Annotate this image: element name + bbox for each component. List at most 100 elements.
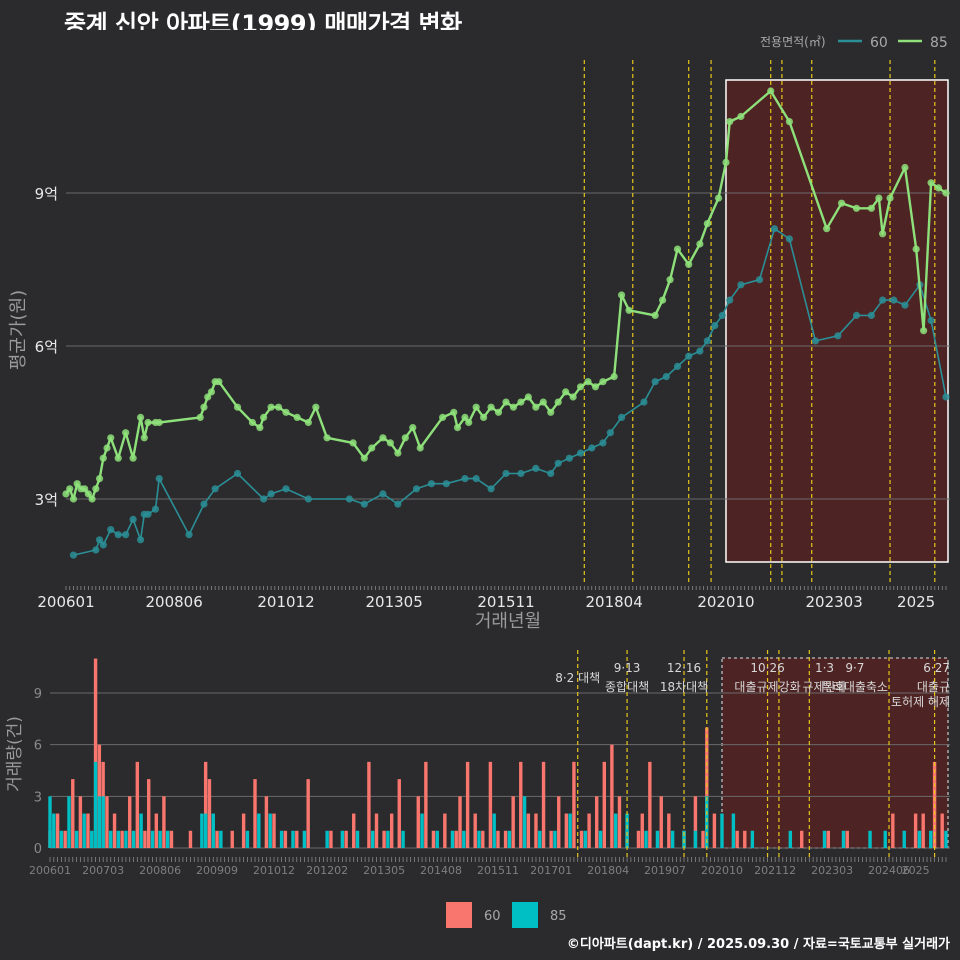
data-point-85 xyxy=(610,373,618,381)
x-axis-label: 거래년월 xyxy=(475,611,541,632)
data-point-85 xyxy=(547,408,555,416)
bar-60 xyxy=(465,761,470,848)
data-point-60 xyxy=(412,485,421,493)
bar-60 xyxy=(526,813,531,848)
bar-60 xyxy=(154,813,159,848)
data-point-60 xyxy=(69,551,78,559)
data-point-85 xyxy=(84,490,92,498)
annotation-text: 6·27 xyxy=(923,661,950,675)
data-point-60 xyxy=(461,475,469,483)
bar-60 xyxy=(135,761,140,848)
data-point-60 xyxy=(890,296,898,304)
data-point-85 xyxy=(722,158,730,166)
data-point-85 xyxy=(576,383,585,391)
data-point-60 xyxy=(547,469,555,478)
bar-60 xyxy=(503,830,508,848)
bar-85 xyxy=(883,830,887,848)
bar-85 xyxy=(917,830,922,848)
bar-85 xyxy=(150,830,155,848)
bar-85 xyxy=(200,813,204,848)
legend-swatch-60 xyxy=(446,902,472,928)
bar-85 xyxy=(902,830,906,848)
bar-60 xyxy=(595,796,599,848)
bar-85 xyxy=(48,796,52,848)
bar-85 xyxy=(158,830,162,848)
data-point-60 xyxy=(144,510,152,518)
bar-85 xyxy=(655,830,660,848)
data-point-85 xyxy=(666,276,674,284)
data-point-85 xyxy=(196,413,204,421)
legend-label-60: 60 xyxy=(870,35,888,51)
annotation-text: 규제완화 xyxy=(802,680,846,694)
bar-85 xyxy=(124,830,128,848)
bar-60 xyxy=(826,830,830,848)
bar-60 xyxy=(78,796,83,848)
data-point-85 xyxy=(260,413,268,421)
bar-85 xyxy=(450,830,455,848)
bar-60 xyxy=(640,813,644,848)
data-point-85 xyxy=(200,403,208,411)
bar-85 xyxy=(462,830,466,848)
data-point-60 xyxy=(703,337,711,345)
bar-85 xyxy=(477,830,481,848)
x-tick-label: 201305 xyxy=(363,864,405,877)
bar-85 xyxy=(731,813,736,848)
data-point-60 xyxy=(155,475,163,483)
volume-chart: 0 3 6 9 8·2 대책 9·13 종합대책 12·16 18차대책 10·26 대출규제강화 1… xyxy=(5,650,950,928)
data-point-60 xyxy=(640,398,648,406)
volume-legend: 60 85 xyxy=(446,902,567,928)
bar-60 xyxy=(272,813,276,848)
y-axis-label: 평균가(원) xyxy=(8,290,29,370)
data-point-85 xyxy=(673,245,682,253)
data-point-85 xyxy=(204,393,212,401)
bar-60 xyxy=(636,830,641,848)
data-point-85 xyxy=(942,189,950,197)
bar-85 xyxy=(59,830,64,848)
annotation-text: 18차대책 xyxy=(660,679,708,694)
bar-60 xyxy=(481,830,485,848)
annotation-text: 1·3 xyxy=(815,661,834,675)
data-point-85 xyxy=(562,388,570,396)
x-tick-label: 201701 xyxy=(530,864,572,877)
bar-60 xyxy=(454,830,458,848)
data-point-85 xyxy=(509,403,518,411)
data-point-85 xyxy=(256,424,264,432)
data-point-60 xyxy=(878,296,887,304)
x-tick-label: 202010 xyxy=(701,864,743,877)
data-point-60 xyxy=(565,454,573,462)
data-point-60 xyxy=(785,235,793,243)
bar-85 xyxy=(613,813,618,848)
bar-85 xyxy=(929,830,933,848)
bar-60 xyxy=(648,761,652,848)
bar-60 xyxy=(424,761,428,848)
bar-60 xyxy=(389,813,394,848)
bar-60 xyxy=(921,813,925,848)
bar-60 xyxy=(162,796,166,848)
bar-85 xyxy=(325,830,329,848)
annotation-text: 대출규 xyxy=(917,680,950,694)
bar-85 xyxy=(93,761,98,848)
bar-60 xyxy=(120,830,124,848)
data-point-60 xyxy=(901,301,909,309)
data-point-60 xyxy=(942,393,950,401)
data-point-85 xyxy=(416,444,424,452)
data-point-60 xyxy=(737,281,745,289)
x-tick-label: 201804 xyxy=(585,593,642,611)
legend-label-85: 85 xyxy=(930,35,948,51)
bar-60 xyxy=(188,830,193,848)
bar-60 xyxy=(55,813,60,848)
data-point-85 xyxy=(517,398,525,406)
bar-85 xyxy=(139,813,143,848)
data-point-85 xyxy=(617,291,626,299)
bar-60 xyxy=(572,761,576,848)
bar-60 xyxy=(241,813,246,848)
data-point-60 xyxy=(304,495,312,503)
bar-85 xyxy=(568,813,572,848)
data-point-60 xyxy=(927,316,935,325)
bar-60 xyxy=(264,796,269,848)
x-tick-label: 202010 xyxy=(697,593,754,611)
data-point-85 xyxy=(401,434,409,442)
x-tick-label: 201511 xyxy=(477,593,534,611)
data-point-85 xyxy=(785,118,793,126)
